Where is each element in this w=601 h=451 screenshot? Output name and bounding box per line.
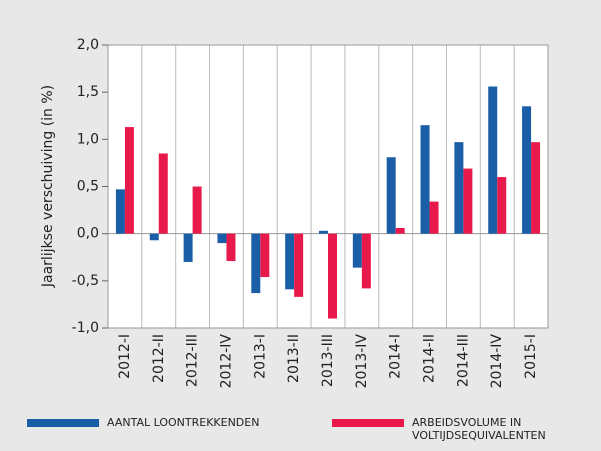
- bar: [226, 233, 236, 262]
- bar: [149, 233, 159, 241]
- x-tick-label: 2015-I: [523, 334, 539, 379]
- legend-swatch: [27, 419, 99, 427]
- bar: [454, 142, 464, 234]
- bar: [395, 228, 405, 234]
- x-tick-label: 2013-II: [286, 334, 302, 383]
- y-tick-label: 0,5: [77, 179, 99, 195]
- bar: [361, 233, 371, 289]
- bar: [463, 168, 473, 234]
- bar: [124, 127, 134, 234]
- x-tick-label: 2014-I: [388, 334, 404, 379]
- legend-swatch: [332, 419, 404, 427]
- bar: [522, 106, 532, 234]
- bar: [429, 201, 439, 234]
- x-tick-label: 2012-IV: [218, 334, 234, 389]
- y-tick-label: 1,0: [77, 131, 99, 147]
- bar: [285, 233, 295, 290]
- y-tick-label: 0,0: [77, 226, 99, 242]
- legend-item: AANTAL LOONTREKKENDEN: [27, 416, 307, 429]
- x-tick-label: 2012-II: [151, 334, 167, 383]
- legend-label: ARBEIDSVOLUME IN VOLTIJDSEQUIVALENTEN: [412, 416, 546, 442]
- legend-label: AANTAL LOONTREKKENDEN: [107, 416, 260, 429]
- bar: [328, 233, 337, 319]
- y-tick-label: -1,0: [72, 320, 99, 336]
- bar: [531, 142, 541, 234]
- x-tick-label: 2012-I: [117, 334, 133, 379]
- bar: [115, 189, 125, 234]
- x-tick-label: 2013-III: [320, 334, 336, 387]
- bar: [260, 233, 270, 278]
- bar: [352, 233, 362, 268]
- y-axis-title: Jaarlijkse verschuiving (in %): [40, 85, 56, 288]
- y-tick-label: 2,0: [77, 37, 99, 53]
- x-tick-label: 2014-III: [455, 334, 471, 387]
- bar: [183, 233, 193, 262]
- x-tick-label: 2013-I: [252, 334, 268, 379]
- y-tick-label: -0,5: [72, 273, 99, 289]
- legend-item: ARBEIDSVOLUME IN VOLTIJDSEQUIVALENTEN: [332, 416, 592, 442]
- bar: [192, 186, 202, 234]
- bar: [319, 230, 328, 234]
- x-tick-label: 2014-IV: [489, 334, 505, 389]
- y-tick-label: 1,5: [77, 84, 99, 100]
- bar: [217, 233, 227, 244]
- bar: [497, 177, 507, 234]
- bar: [294, 233, 304, 297]
- bar: [251, 233, 261, 294]
- bar: [488, 86, 498, 234]
- x-tick-label: 2013-IV: [354, 334, 370, 389]
- x-tick-label: 2012-III: [185, 334, 201, 387]
- bar: [158, 153, 168, 234]
- bar: [420, 125, 430, 234]
- x-tick-label: 2014-II: [422, 334, 438, 383]
- bar: [386, 157, 396, 234]
